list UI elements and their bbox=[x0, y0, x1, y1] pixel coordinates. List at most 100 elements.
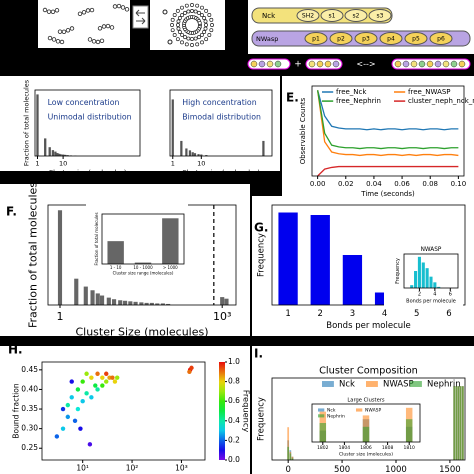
cluster-molecule bbox=[203, 19, 208, 24]
point bbox=[84, 391, 89, 396]
bar bbox=[410, 285, 414, 288]
molecule bbox=[112, 4, 118, 9]
legend-label: cluster_neph_nck_nw bbox=[408, 97, 474, 105]
y-axis-label: Frequency bbox=[395, 258, 401, 284]
bar bbox=[123, 300, 128, 305]
x-tick-label: 1 bbox=[285, 309, 290, 319]
cluster-molecule bbox=[186, 36, 191, 41]
colorbar-tick-label: 0.6 bbox=[228, 396, 240, 405]
panel-label: G. bbox=[254, 221, 268, 235]
bar bbox=[197, 154, 200, 156]
bar bbox=[83, 286, 88, 305]
y-axis-label: Frequency bbox=[256, 233, 266, 277]
x-tick-label: 10 bbox=[197, 160, 205, 168]
cluster-molecule bbox=[197, 10, 201, 15]
y-axis-label: Frequency bbox=[256, 397, 266, 441]
bar bbox=[191, 152, 194, 156]
molecule bbox=[101, 24, 107, 29]
plus: + bbox=[294, 60, 302, 70]
pill-domain bbox=[458, 60, 466, 68]
bar bbox=[57, 153, 61, 156]
x-tick-label: 4 bbox=[433, 292, 436, 298]
legend-swatch bbox=[366, 381, 378, 387]
pill-domain bbox=[450, 60, 458, 68]
x-tick-label: 2 bbox=[318, 309, 323, 319]
nwasp-domain bbox=[379, 32, 403, 45]
bar bbox=[162, 218, 179, 264]
bar bbox=[437, 286, 441, 288]
point bbox=[69, 379, 74, 384]
nwasp-domain bbox=[404, 32, 428, 45]
cluster-molecule bbox=[197, 20, 202, 25]
y-tick-label: 0.40 bbox=[21, 384, 38, 393]
bar bbox=[405, 419, 413, 442]
nck-domain-label: s3 bbox=[377, 13, 384, 20]
x-tick-label: 1 bbox=[171, 160, 175, 168]
cluster-molecule bbox=[210, 23, 214, 27]
point bbox=[112, 379, 118, 384]
arrow-box bbox=[132, 5, 149, 29]
nck-name: Nck bbox=[262, 12, 276, 20]
x-tick-label: 0.04 bbox=[366, 180, 382, 188]
point bbox=[87, 442, 93, 447]
point bbox=[60, 406, 66, 412]
molecule-sketches bbox=[42, 3, 214, 47]
molecule bbox=[120, 5, 126, 10]
legend-label: Nephrin bbox=[327, 413, 345, 419]
bar bbox=[149, 302, 154, 305]
cluster-molecule bbox=[183, 35, 187, 40]
x-axis-label: Cluster size (molecules) bbox=[339, 451, 393, 457]
nck-domain-label: SH2 bbox=[302, 13, 314, 20]
cluster-molecule bbox=[175, 37, 180, 42]
x-tick-label: 6 bbox=[446, 309, 451, 319]
bar bbox=[160, 303, 165, 305]
bar bbox=[342, 255, 363, 305]
molecule bbox=[69, 26, 75, 31]
x-tick-label: 1810 bbox=[403, 445, 415, 451]
cluster-molecule bbox=[184, 42, 189, 47]
cluster-molecule bbox=[176, 26, 181, 31]
bar bbox=[51, 150, 55, 156]
pill-domain bbox=[274, 60, 282, 68]
x-tick-label: 2 bbox=[418, 292, 421, 298]
x-axis-label: Bonds per molecule bbox=[326, 321, 411, 331]
cluster-molecule bbox=[184, 3, 189, 8]
molecule bbox=[89, 7, 95, 13]
x-axis-label: Bonds per molecule bbox=[406, 299, 456, 305]
nck-domain bbox=[344, 9, 368, 22]
point bbox=[95, 387, 100, 392]
molecule bbox=[51, 37, 57, 42]
cluster-molecule bbox=[190, 37, 194, 41]
bar bbox=[459, 386, 462, 460]
molecule bbox=[65, 28, 71, 33]
nck-domain-label: s2 bbox=[353, 13, 360, 20]
y-tick-label: 0.30 bbox=[21, 424, 38, 433]
bar bbox=[433, 282, 437, 288]
legend-label: Nck bbox=[339, 380, 355, 390]
nwasp-domain-label: p1 bbox=[312, 36, 320, 43]
bar bbox=[425, 268, 429, 288]
x-tick-label: 6 bbox=[449, 292, 452, 298]
molecule bbox=[42, 7, 48, 13]
x-tick-label: 500 bbox=[334, 465, 350, 474]
molecule bbox=[77, 11, 83, 17]
point bbox=[78, 426, 83, 431]
cluster-molecule bbox=[172, 33, 177, 37]
bar bbox=[188, 150, 192, 156]
cluster-molecule bbox=[207, 33, 212, 37]
x-axis-label: Cluster size (molecules) bbox=[182, 169, 260, 177]
bar bbox=[134, 262, 152, 264]
pill-domain bbox=[410, 60, 418, 68]
cluster-molecule bbox=[195, 42, 200, 47]
x-tick-label: 5 bbox=[414, 309, 419, 319]
cluster-molecule bbox=[186, 9, 191, 14]
legend-label: free_Nephrin bbox=[336, 97, 381, 105]
bar bbox=[155, 303, 160, 305]
bar bbox=[193, 153, 197, 156]
bar bbox=[414, 271, 418, 288]
point bbox=[72, 418, 78, 423]
point bbox=[65, 414, 71, 420]
nck-domain bbox=[296, 9, 320, 22]
molecule bbox=[85, 8, 91, 13]
